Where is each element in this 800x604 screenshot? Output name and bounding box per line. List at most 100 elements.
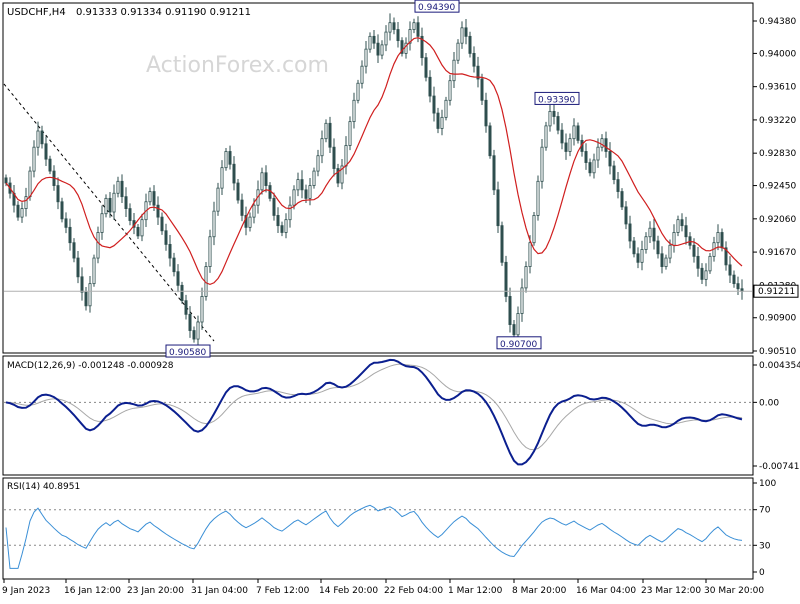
candle-body <box>304 189 308 199</box>
candle-body <box>452 59 456 82</box>
candle-body <box>340 165 344 184</box>
price-annotation-label: 0.93390 <box>538 95 575 105</box>
rsi-group: 100 70 30 0 <box>4 479 776 578</box>
price-tick-label: 0.94000 <box>759 49 796 59</box>
candle-body <box>236 182 240 201</box>
candle-body <box>492 155 496 191</box>
candle-body <box>96 232 100 259</box>
candle-body <box>504 261 508 297</box>
candle-body <box>80 276 84 293</box>
candle-body <box>92 257 96 285</box>
candle-body <box>428 76 432 97</box>
current-price-box <box>753 284 799 298</box>
candle-body <box>616 179 620 192</box>
watermark: ActionForex.com <box>146 53 329 78</box>
x-tick-label: 23 Jan 20:00 <box>127 586 184 596</box>
candle-body <box>84 291 88 307</box>
candle-body <box>556 116 560 131</box>
candle-body <box>228 151 232 165</box>
trend-line <box>3 83 215 342</box>
price-annotation-box <box>165 344 211 358</box>
macd-pane <box>2 355 754 476</box>
candle-body <box>732 274 736 285</box>
candle-body <box>724 247 728 266</box>
candle-body <box>160 216 164 232</box>
candle-body <box>164 230 168 245</box>
candle-body <box>496 189 500 227</box>
macd-main-line <box>5 358 743 466</box>
rsi-tick-label: 0 <box>759 568 765 578</box>
candle-body <box>56 185 60 203</box>
candle-body <box>68 226 72 244</box>
candle-body <box>196 321 200 340</box>
candle-body <box>188 313 192 331</box>
price-tick-label: 0.94380 <box>759 17 796 27</box>
candle-body <box>532 215 536 244</box>
rsi-tick-label: 100 <box>759 479 776 489</box>
ohlc-label: 0.91333 0.91334 0.91190 0.91211 <box>76 7 251 18</box>
candle-body <box>456 42 460 61</box>
candle-body <box>624 206 628 225</box>
candle-body <box>352 99 356 123</box>
candle-body <box>232 163 236 184</box>
candle-body <box>676 219 680 233</box>
candle-body <box>76 257 80 278</box>
candle-body <box>272 197 276 216</box>
candle-body <box>284 219 288 233</box>
candle-body <box>664 257 668 267</box>
candle-body <box>152 191 156 206</box>
moving-average-group: 0.91211 <box>4 37 799 298</box>
candle-body <box>348 121 352 146</box>
candle-body <box>392 22 396 30</box>
candle-body <box>544 125 548 148</box>
macd-tick-label: 0.00 <box>759 398 779 408</box>
candle-body <box>32 146 36 172</box>
candle-body <box>716 232 720 244</box>
candle-body <box>20 208 24 218</box>
candle-body <box>480 78 484 101</box>
candle-body <box>588 162 592 174</box>
candle-body <box>560 129 564 144</box>
price-annotation-label: 0.94390 <box>418 3 455 13</box>
candle-body <box>416 22 420 37</box>
rsi-title: RSI(14) 40.8951 <box>7 482 80 492</box>
price-tick-label: 0.92830 <box>759 149 796 159</box>
candle-body <box>36 130 40 148</box>
candle-body <box>440 116 444 129</box>
price-axis: 0.94380 0.94000 0.93610 0.93220 0.92830 0.924… <box>753 17 796 357</box>
candle-body <box>184 300 188 315</box>
price-tick-label: 0.92060 <box>759 215 796 225</box>
candle-body <box>660 253 664 267</box>
x-tick-label: 7 Feb 12:00 <box>256 586 310 596</box>
candle-body <box>668 244 672 259</box>
candle-body <box>568 138 572 152</box>
candle-body <box>384 31 388 46</box>
rsi-tick-label: 30 <box>759 541 771 551</box>
candle-body <box>216 187 220 212</box>
candle-body <box>208 236 212 267</box>
symbol-label: USDCHF,H4 <box>7 7 66 18</box>
candle-body <box>656 240 660 255</box>
candle-body <box>512 324 516 336</box>
rsi-pane <box>2 477 754 580</box>
candle-body <box>464 27 468 37</box>
price-annotation-box <box>496 336 542 350</box>
candle-body <box>432 95 436 114</box>
candle-body <box>576 125 580 141</box>
candle-body <box>100 213 104 233</box>
x-axis: 9 Jan 2023 16 Jan 12:00 23 Jan 20:00 31 Jan… <box>2 579 764 596</box>
candle-body <box>148 191 152 203</box>
candle-body <box>632 240 636 255</box>
candle-body <box>176 271 180 286</box>
candle-body <box>696 255 700 269</box>
price-tick-label: 0.92450 <box>759 182 796 192</box>
candle-body <box>468 35 472 54</box>
candle-body <box>380 44 384 56</box>
candle-body <box>604 138 608 152</box>
rsi-tick-label: 70 <box>759 506 771 516</box>
candle-body <box>344 145 348 167</box>
candle-body <box>156 204 160 218</box>
candle-body <box>596 146 600 161</box>
candle-body <box>444 99 448 118</box>
candle-body <box>136 226 140 237</box>
